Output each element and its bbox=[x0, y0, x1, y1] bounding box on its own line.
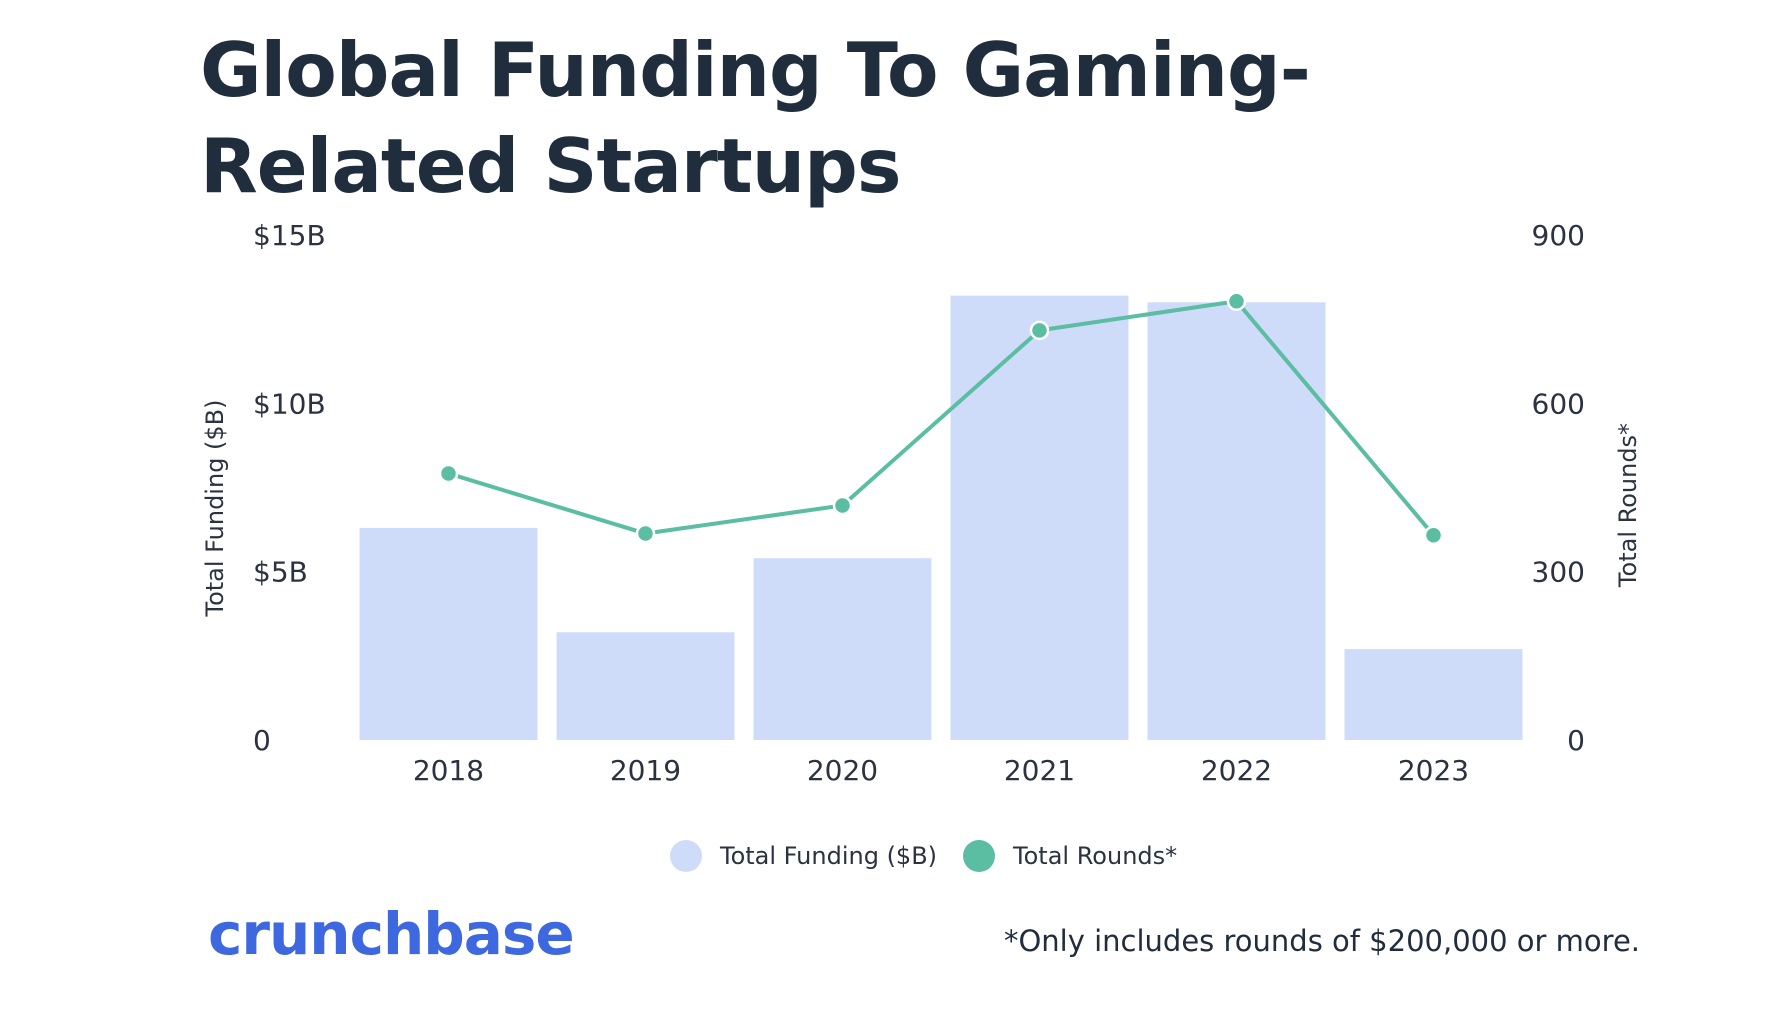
point-2022 bbox=[1226, 291, 1247, 311]
legend-label-rounds: Total Rounds* bbox=[1013, 842, 1178, 870]
legend-swatch-funding bbox=[670, 840, 702, 872]
x-tick-label: 2022 bbox=[1201, 754, 1272, 787]
combo-chart: 0 $5B $10B $15B 0 300 600 900 2018 2019 2020 2021… bbox=[201, 219, 1642, 787]
x-tick-label: 2023 bbox=[1398, 754, 1469, 787]
bar-2023 bbox=[1344, 649, 1523, 740]
y-tick-right: 600 bbox=[1532, 387, 1585, 420]
crunchbase-logo: crunchbase bbox=[208, 900, 575, 968]
legend-swatch-rounds bbox=[963, 840, 996, 872]
bar-2019 bbox=[556, 632, 735, 740]
point-2021 bbox=[1029, 320, 1050, 341]
bar-2020 bbox=[753, 558, 932, 740]
point-2020 bbox=[832, 495, 853, 516]
chart-title: Global Funding To Gaming-Related Startup… bbox=[200, 26, 1311, 210]
bar-2022 bbox=[1147, 302, 1326, 740]
point-2023 bbox=[1423, 525, 1444, 545]
point-2019 bbox=[635, 523, 656, 544]
legend-label-funding: Total Funding ($B) bbox=[720, 842, 938, 870]
legend-item-rounds[interactable]: Total Rounds* bbox=[963, 840, 1177, 872]
rounds-line bbox=[447, 299, 1436, 537]
x-tick-label: 2020 bbox=[807, 754, 878, 787]
line-series bbox=[438, 291, 1444, 545]
y-tick-left: $5B bbox=[253, 556, 308, 589]
y-tick-right: 300 bbox=[1532, 556, 1585, 589]
x-axis: 2018 2019 2020 2021 2022 2023 bbox=[413, 754, 1469, 787]
legend: Total Funding ($B) Total Rounds* bbox=[670, 840, 1203, 872]
bar-series bbox=[359, 295, 1523, 740]
x-tick-label: 2021 bbox=[1004, 754, 1075, 787]
y-axis-left-title: Total Funding ($B) bbox=[201, 399, 229, 617]
legend-item-funding[interactable]: Total Funding ($B) bbox=[670, 840, 937, 872]
bar-2021 bbox=[950, 295, 1129, 740]
footnote: *Only includes rounds of $200,000 or mor… bbox=[1003, 924, 1640, 958]
y-tick-left: $15B bbox=[253, 219, 326, 252]
y-tick-left: $10B bbox=[253, 387, 326, 420]
y-tick-right: 900 bbox=[1532, 219, 1585, 252]
y-tick-left: 0 bbox=[253, 724, 271, 757]
y-tick-right: 0 bbox=[1567, 724, 1585, 757]
x-tick-label: 2018 bbox=[413, 754, 484, 787]
bar-2018 bbox=[359, 527, 538, 740]
point-2018 bbox=[438, 463, 459, 484]
y-axis-right-title: Total Rounds* bbox=[1614, 423, 1642, 588]
y-axis-right: 0 300 600 900 bbox=[1532, 219, 1585, 757]
y-axis-left: 0 $5B $10B $15B bbox=[253, 219, 326, 757]
x-tick-label: 2019 bbox=[610, 754, 681, 787]
